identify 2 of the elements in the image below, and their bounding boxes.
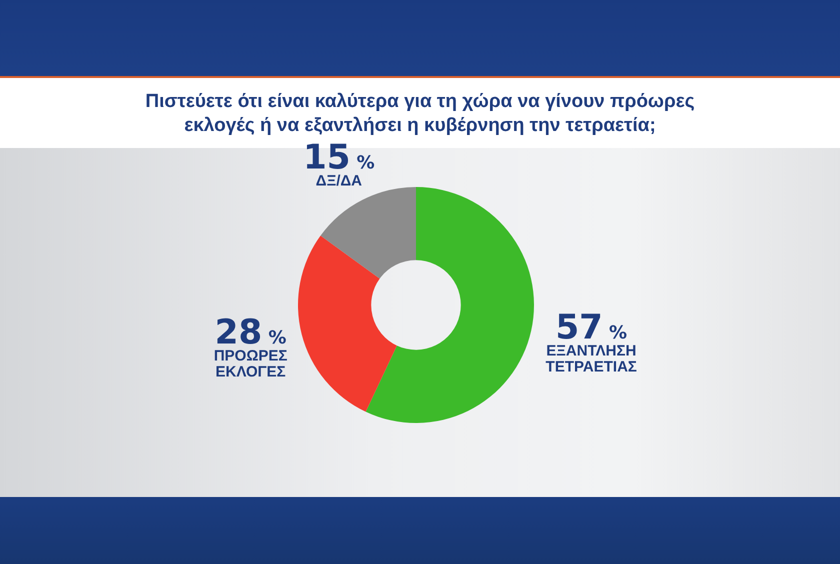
chart-title: Πιστεύετε ότι είναι καλύτερα για τη χώρα να γίνουν πρόωρες εκλογές ή να εξαντλήσει η κυβέρνηση την τετραετία; (144, 90, 696, 138)
slice-label: ΕΞΑΝΤΛΗΣΗ ΤΕΤΡΑΕΤΙΑΣ (546, 342, 637, 376)
